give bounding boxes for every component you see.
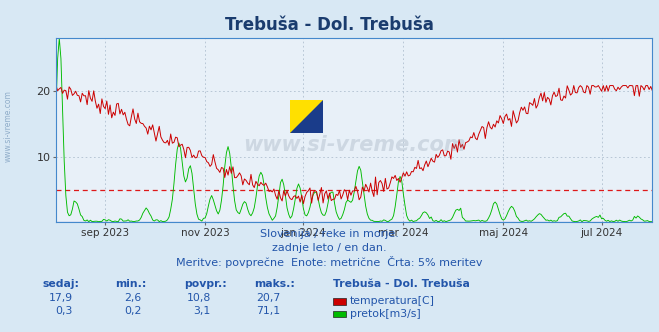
Text: 20,7: 20,7 [256,293,280,303]
Text: zadnje leto / en dan.: zadnje leto / en dan. [272,243,387,253]
Text: 10,8: 10,8 [186,293,211,303]
Text: sedaj:: sedaj: [43,279,80,289]
Text: 2,6: 2,6 [125,293,142,303]
Text: min.:: min.: [115,279,147,289]
Text: 17,9: 17,9 [48,293,72,303]
Text: 3,1: 3,1 [194,306,211,316]
Text: Trebuša - Dol. Trebuša: Trebuša - Dol. Trebuša [225,16,434,34]
Text: povpr.:: povpr.: [185,279,227,289]
Text: Meritve: povprečne  Enote: metrične  Črta: 5% meritev: Meritve: povprečne Enote: metrične Črta:… [176,256,483,268]
Text: temperatura[C]: temperatura[C] [350,296,435,306]
Text: Slovenija / reke in morje.: Slovenija / reke in morje. [260,229,399,239]
Text: pretok[m3/s]: pretok[m3/s] [350,309,420,319]
Polygon shape [290,100,323,133]
Text: 0,3: 0,3 [55,306,72,316]
Text: 71,1: 71,1 [256,306,280,316]
Text: www.si-vreme.com: www.si-vreme.com [3,90,13,162]
Polygon shape [290,100,323,133]
Text: www.si-vreme.com: www.si-vreme.com [243,135,465,155]
Text: maks.:: maks.: [254,279,295,289]
Text: Trebuša - Dol. Trebuša: Trebuša - Dol. Trebuša [333,279,470,289]
Text: 0,2: 0,2 [125,306,142,316]
